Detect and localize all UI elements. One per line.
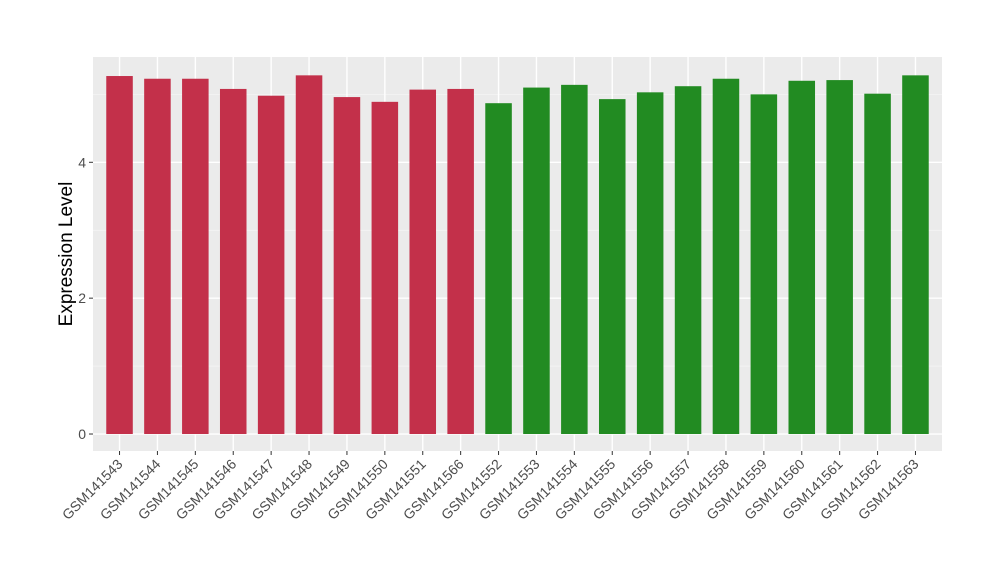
bar-GSM141553: [523, 87, 550, 435]
bar-GSM141561: [826, 80, 853, 435]
bar-GSM141562: [864, 93, 891, 435]
bars: [106, 75, 929, 435]
bar-GSM141545: [182, 78, 209, 435]
bar-GSM141550: [371, 101, 399, 435]
bar-GSM141559: [750, 94, 778, 435]
bar-GSM141543: [106, 76, 133, 435]
bar-GSM141557: [674, 86, 702, 435]
bar-GSM141558: [712, 78, 740, 435]
bar-GSM141544: [144, 78, 171, 435]
bar-GSM141547: [257, 95, 285, 435]
bar-GSM141566: [447, 88, 474, 435]
bar-GSM141549: [333, 97, 361, 435]
bar-GSM141554: [561, 84, 588, 435]
bar-GSM141551: [409, 89, 437, 435]
bar-GSM141555: [598, 99, 626, 435]
bar-GSM141556: [636, 92, 664, 435]
y-tick-label: 0: [78, 426, 86, 442]
bar-GSM141548: [295, 75, 323, 435]
x-axis-ticks: GSM141543GSM141544GSM141545GSM141546GSM1…: [59, 451, 922, 523]
y-tick-label: 2: [78, 290, 86, 306]
y-axis-title: Expression Level: [56, 182, 77, 327]
bar-GSM141546: [219, 88, 247, 435]
bar-GSM141560: [788, 80, 816, 435]
bar-GSM141552: [485, 103, 512, 435]
y-tick-label: 4: [78, 154, 86, 170]
bar-GSM141563: [902, 75, 929, 435]
y-axis-ticks: 0 2 4: [78, 154, 93, 442]
